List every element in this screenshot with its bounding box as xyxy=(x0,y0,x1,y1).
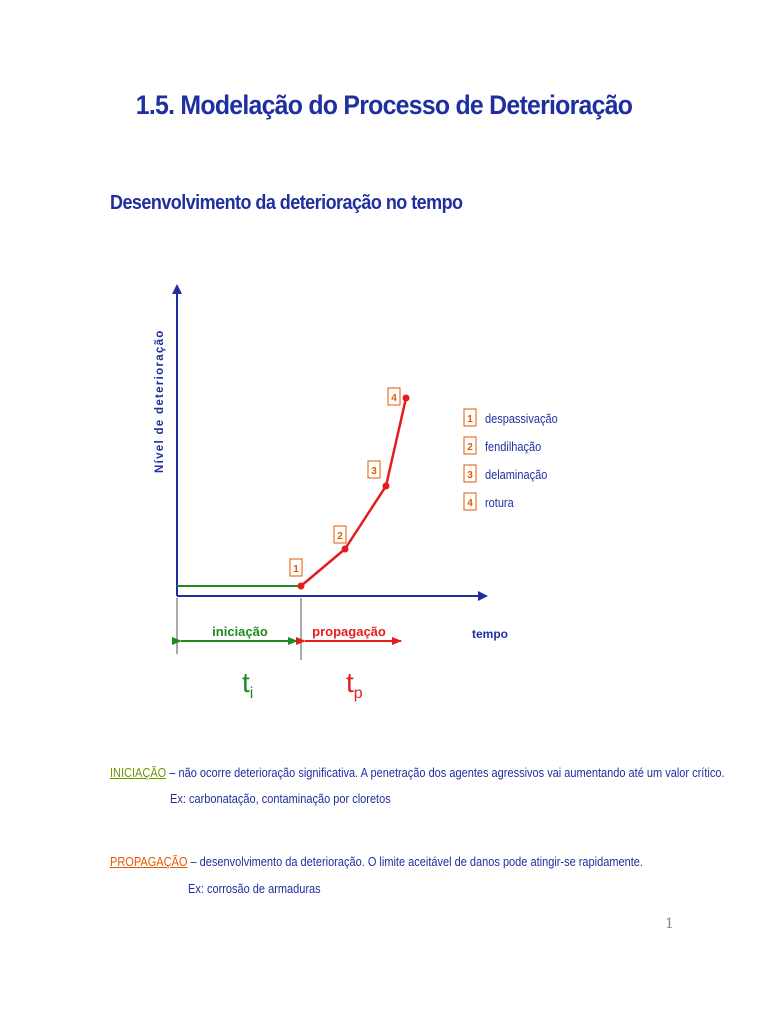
note-propagation: PROPAGAÇÃO – desenvolvimento da deterior… xyxy=(110,855,643,869)
curve-point-4 xyxy=(402,394,410,402)
curve-marker-3: 3 xyxy=(367,460,381,479)
curve-point-2 xyxy=(341,545,349,553)
svg-text:delaminação: delaminação xyxy=(485,468,548,482)
note-initiation-text: – não ocorre deterioração significativa.… xyxy=(166,766,725,780)
propagation-label: propagação xyxy=(312,624,386,639)
propagation-curve xyxy=(300,397,408,587)
deterioration-diagram: Nível de deterioração tempo 1 2 3 4 1 de… xyxy=(154,284,558,702)
svg-text:4: 4 xyxy=(467,498,473,509)
note-initiation-example: Ex: carbonatação, contaminação por clore… xyxy=(170,792,391,806)
legend: 1 despassivação 2 fendilhação 3 delamina… xyxy=(463,408,558,511)
note-initiation: INICIAÇÃO – não ocorre deterioração sign… xyxy=(110,766,725,780)
svg-text:1: 1 xyxy=(467,414,473,425)
svg-text:1: 1 xyxy=(293,564,299,575)
curve-marker-1: 1 xyxy=(289,558,303,577)
curve-marker-2: 2 xyxy=(333,525,347,544)
time-symbol-initiation: ti xyxy=(242,667,253,702)
svg-text:2: 2 xyxy=(337,531,343,542)
section-subtitle: Desenvolvimento da deterioração no tempo xyxy=(110,192,463,214)
time-symbol-propagation: tp xyxy=(346,667,363,702)
note-propagation-text: – desenvolvimento da deterioração. O lim… xyxy=(187,855,643,869)
svg-text:fendilhação: fendilhação xyxy=(485,440,542,454)
legend-item-rotura: 4 rotura xyxy=(463,492,514,511)
legend-item-fendilhacao: 2 fendilhação xyxy=(463,436,542,455)
note-propagation-example: Ex: corrosão de armaduras xyxy=(188,882,321,896)
curve-marker-4: 4 xyxy=(387,387,401,406)
svg-text:despassivação: despassivação xyxy=(485,412,558,426)
legend-item-delaminacao: 3 delaminação xyxy=(463,464,548,483)
svg-text:3: 3 xyxy=(371,466,377,477)
page-number: 1 xyxy=(665,916,674,932)
x-axis-label: tempo xyxy=(472,627,508,641)
curve-point-1 xyxy=(297,582,305,590)
initiation-label: iniciação xyxy=(212,624,268,639)
note-initiation-example-text: Ex: carbonatação, contaminação por clore… xyxy=(170,792,391,806)
svg-text:4: 4 xyxy=(391,393,397,404)
legend-item-despassivacao: 1 despassivação xyxy=(463,408,558,427)
note-propagation-keyword: PROPAGAÇÃO xyxy=(110,855,188,869)
y-axis-label: Nível de deterioração xyxy=(154,329,166,473)
svg-text:2: 2 xyxy=(467,442,473,453)
curve-point-3 xyxy=(382,482,390,490)
svg-text:3: 3 xyxy=(467,470,473,481)
note-initiation-keyword: INICIAÇÃO xyxy=(110,766,167,780)
page-title: 1.5. Modelação do Processo de Deterioraç… xyxy=(135,90,633,120)
note-propagation-example-text: Ex: corrosão de armaduras xyxy=(188,882,321,896)
svg-text:rotura: rotura xyxy=(485,496,514,510)
